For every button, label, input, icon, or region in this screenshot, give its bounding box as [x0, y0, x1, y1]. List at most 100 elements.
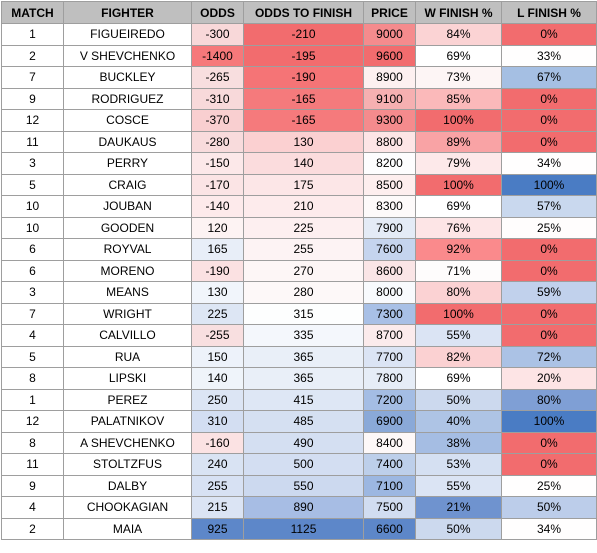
w-finish-cell[interactable]: 40%	[415, 410, 502, 433]
odds-to-finish-cell[interactable]: 1125	[243, 517, 364, 540]
match-cell[interactable]: 12	[1, 410, 64, 433]
odds-cell[interactable]: 255	[191, 474, 244, 497]
price-cell[interactable]: 8600	[363, 259, 416, 282]
price-cell[interactable]: 7900	[363, 216, 416, 239]
match-cell[interactable]: 6	[1, 259, 64, 282]
fighter-cell[interactable]: COSCE	[63, 109, 192, 132]
odds-cell[interactable]: 130	[191, 281, 244, 304]
match-cell[interactable]: 10	[1, 195, 64, 218]
w-finish-cell[interactable]: 80%	[415, 281, 502, 304]
fighter-cell[interactable]: CRAIG	[63, 173, 192, 196]
w-finish-cell[interactable]: 92%	[415, 238, 502, 261]
fighter-cell[interactable]: RUA	[63, 345, 192, 368]
odds-to-finish-cell[interactable]: 485	[243, 410, 364, 433]
fighter-cell[interactable]: PERRY	[63, 152, 192, 175]
l-finish-cell[interactable]: 0%	[501, 23, 597, 46]
header-l-finish[interactable]: L FINISH %	[501, 1, 597, 24]
header-match[interactable]: MATCH	[1, 1, 64, 24]
odds-cell[interactable]: -255	[191, 324, 244, 347]
price-cell[interactable]: 7600	[363, 238, 416, 261]
l-finish-cell[interactable]: 0%	[501, 324, 597, 347]
odds-cell[interactable]: 140	[191, 367, 244, 390]
w-finish-cell[interactable]: 69%	[415, 195, 502, 218]
odds-cell[interactable]: 225	[191, 302, 244, 325]
odds-cell[interactable]: 925	[191, 517, 244, 540]
odds-cell[interactable]: 120	[191, 216, 244, 239]
odds-to-finish-cell[interactable]: 890	[243, 496, 364, 519]
w-finish-cell[interactable]: 76%	[415, 216, 502, 239]
l-finish-cell[interactable]: 80%	[501, 388, 597, 411]
l-finish-cell[interactable]: 0%	[501, 431, 597, 454]
w-finish-cell[interactable]: 69%	[415, 44, 502, 67]
odds-to-finish-cell[interactable]: 270	[243, 259, 364, 282]
l-finish-cell[interactable]: 0%	[501, 302, 597, 325]
w-finish-cell[interactable]: 55%	[415, 474, 502, 497]
l-finish-cell[interactable]: 0%	[501, 130, 597, 153]
fighter-cell[interactable]: PALATNIKOV	[63, 410, 192, 433]
l-finish-cell[interactable]: 34%	[501, 152, 597, 175]
l-finish-cell[interactable]: 25%	[501, 216, 597, 239]
price-cell[interactable]: 8000	[363, 281, 416, 304]
l-finish-cell[interactable]: 0%	[501, 87, 597, 110]
w-finish-cell[interactable]: 21%	[415, 496, 502, 519]
l-finish-cell[interactable]: 50%	[501, 496, 597, 519]
fighter-cell[interactable]: CALVILLO	[63, 324, 192, 347]
price-cell[interactable]: 7200	[363, 388, 416, 411]
fighter-cell[interactable]: RODRIGUEZ	[63, 87, 192, 110]
odds-cell[interactable]: 240	[191, 453, 244, 476]
odds-cell[interactable]: -140	[191, 195, 244, 218]
w-finish-cell[interactable]: 82%	[415, 345, 502, 368]
w-finish-cell[interactable]: 79%	[415, 152, 502, 175]
odds-cell[interactable]: 310	[191, 410, 244, 433]
header-odds-to-finish[interactable]: ODDS TO FINISH	[243, 1, 364, 24]
odds-to-finish-cell[interactable]: 415	[243, 388, 364, 411]
header-odds[interactable]: ODDS	[191, 1, 244, 24]
fighter-cell[interactable]: GOODEN	[63, 216, 192, 239]
match-cell[interactable]: 3	[1, 152, 64, 175]
l-finish-cell[interactable]: 0%	[501, 259, 597, 282]
w-finish-cell[interactable]: 85%	[415, 87, 502, 110]
l-finish-cell[interactable]: 0%	[501, 109, 597, 132]
odds-to-finish-cell[interactable]: 500	[243, 453, 364, 476]
odds-to-finish-cell[interactable]: 225	[243, 216, 364, 239]
price-cell[interactable]: 7300	[363, 302, 416, 325]
fighter-cell[interactable]: PEREZ	[63, 388, 192, 411]
price-cell[interactable]: 9300	[363, 109, 416, 132]
price-cell[interactable]: 8500	[363, 173, 416, 196]
odds-cell[interactable]: 165	[191, 238, 244, 261]
odds-cell[interactable]: -310	[191, 87, 244, 110]
match-cell[interactable]: 10	[1, 216, 64, 239]
fighter-cell[interactable]: DALBY	[63, 474, 192, 497]
match-cell[interactable]: 8	[1, 431, 64, 454]
odds-cell[interactable]: -300	[191, 23, 244, 46]
fighter-cell[interactable]: WRIGHT	[63, 302, 192, 325]
fighter-cell[interactable]: FIGUEIREDO	[63, 23, 192, 46]
l-finish-cell[interactable]: 33%	[501, 44, 597, 67]
match-cell[interactable]: 4	[1, 496, 64, 519]
odds-to-finish-cell[interactable]: 130	[243, 130, 364, 153]
price-cell[interactable]: 6900	[363, 410, 416, 433]
price-cell[interactable]: 9600	[363, 44, 416, 67]
l-finish-cell[interactable]: 100%	[501, 410, 597, 433]
w-finish-cell[interactable]: 53%	[415, 453, 502, 476]
w-finish-cell[interactable]: 84%	[415, 23, 502, 46]
w-finish-cell[interactable]: 89%	[415, 130, 502, 153]
match-cell[interactable]: 2	[1, 44, 64, 67]
l-finish-cell[interactable]: 57%	[501, 195, 597, 218]
match-cell[interactable]: 1	[1, 388, 64, 411]
odds-to-finish-cell[interactable]: 365	[243, 367, 364, 390]
match-cell[interactable]: 9	[1, 474, 64, 497]
match-cell[interactable]: 3	[1, 281, 64, 304]
w-finish-cell[interactable]: 73%	[415, 66, 502, 89]
price-cell[interactable]: 8400	[363, 431, 416, 454]
match-cell[interactable]: 9	[1, 87, 64, 110]
odds-cell[interactable]: -150	[191, 152, 244, 175]
price-cell[interactable]: 9100	[363, 87, 416, 110]
header-price[interactable]: PRICE	[363, 1, 416, 24]
header-w-finish[interactable]: W FINISH %	[415, 1, 502, 24]
odds-to-finish-cell[interactable]: 550	[243, 474, 364, 497]
match-cell[interactable]: 11	[1, 130, 64, 153]
odds-to-finish-cell[interactable]: 365	[243, 345, 364, 368]
odds-to-finish-cell[interactable]: 490	[243, 431, 364, 454]
match-cell[interactable]: 5	[1, 345, 64, 368]
